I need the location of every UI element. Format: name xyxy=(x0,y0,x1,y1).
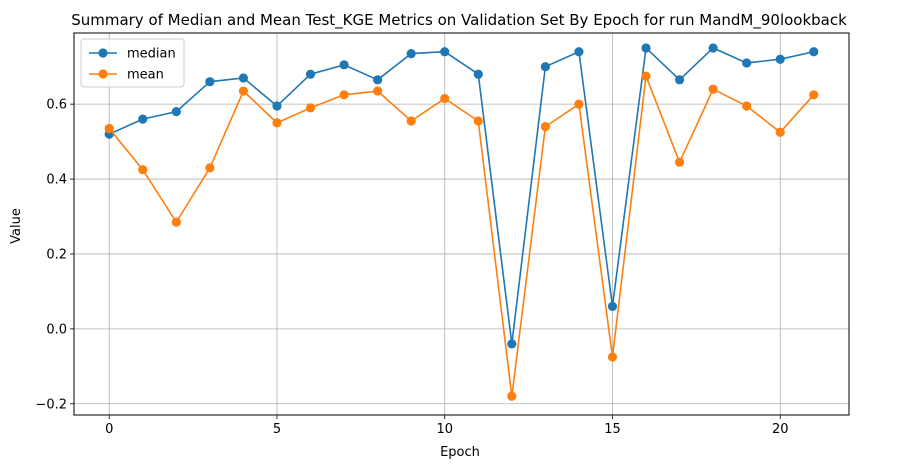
data-point-mean xyxy=(742,101,752,111)
data-point-median xyxy=(574,47,584,57)
data-point-median xyxy=(205,77,215,87)
grid-lines xyxy=(74,33,849,415)
data-point-median xyxy=(272,101,282,111)
x-tick-label: 5 xyxy=(273,422,281,437)
legend-item-mean: mean xyxy=(89,68,164,83)
data-point-median xyxy=(708,43,718,53)
data-point-mean xyxy=(238,86,249,96)
data-point-mean xyxy=(574,99,584,109)
data-point-mean xyxy=(674,157,685,167)
data-point-mean xyxy=(809,90,819,100)
data-point-mean xyxy=(406,116,416,126)
data-point-median xyxy=(406,48,416,59)
data-point-median xyxy=(607,301,618,311)
data-point-mean xyxy=(373,86,383,96)
y-tick-label: 0.2 xyxy=(46,247,67,262)
axis-ticks: 0 5 10 15 20 −0.2 0.0 0.2 0.4 0.6 xyxy=(35,98,788,437)
legend-label: median xyxy=(127,47,176,62)
data-point-mean xyxy=(440,93,450,104)
series-mean xyxy=(104,71,819,401)
data-point-median xyxy=(507,339,517,349)
data-point-median xyxy=(373,75,383,85)
y-tick-label: −0.2 xyxy=(35,397,67,412)
legend-marker xyxy=(98,48,108,58)
x-tick-label: 15 xyxy=(604,422,621,437)
data-point-median xyxy=(171,107,181,117)
data-point-mean xyxy=(104,123,114,134)
series-median xyxy=(104,43,819,349)
data-point-mean xyxy=(171,217,181,227)
data-point-mean xyxy=(339,90,349,100)
y-tick-label: 0.0 xyxy=(46,322,67,337)
data-point-mean xyxy=(272,118,282,128)
plot-area-frame xyxy=(73,32,850,416)
data-point-mean xyxy=(540,122,550,132)
legend: median mean xyxy=(80,38,185,88)
data-point-mean xyxy=(205,163,215,173)
data-point-median xyxy=(775,54,785,64)
data-point-mean xyxy=(607,352,618,362)
legend-marker xyxy=(98,69,108,79)
series-line-mean xyxy=(108,75,815,398)
legend-item-median: median xyxy=(89,47,176,62)
data-point-mean xyxy=(775,127,785,137)
y-axis-label: Value xyxy=(9,208,24,244)
y-tick-label: 0.4 xyxy=(46,173,67,188)
data-point-mean xyxy=(708,84,718,94)
data-point-median xyxy=(238,73,249,83)
data-point-mean xyxy=(507,391,517,401)
y-tick-label: 0.6 xyxy=(46,98,67,113)
data-point-median xyxy=(809,47,819,57)
x-tick-label: 20 xyxy=(772,422,789,437)
data-point-mean xyxy=(138,165,148,175)
data-point-mean xyxy=(641,71,651,81)
data-point-median xyxy=(473,69,483,79)
data-point-median xyxy=(339,60,349,70)
data-point-median xyxy=(440,47,450,57)
data-point-median xyxy=(138,114,148,124)
data-point-median xyxy=(305,69,316,79)
data-point-median xyxy=(641,43,651,53)
x-axis-label: Epoch xyxy=(440,445,480,460)
legend-label: mean xyxy=(127,68,164,83)
data-point-median xyxy=(742,58,752,68)
x-tick-label: 0 xyxy=(105,422,113,437)
data-point-median xyxy=(674,75,685,85)
chart-title: Summary of Median and Mean Test_KGE Metr… xyxy=(71,11,847,30)
series-line-median xyxy=(108,47,814,345)
data-point-median xyxy=(540,62,550,72)
x-tick-label: 10 xyxy=(436,422,453,437)
series-layer xyxy=(104,43,819,401)
data-point-mean xyxy=(473,116,483,126)
data-point-mean xyxy=(305,103,316,113)
